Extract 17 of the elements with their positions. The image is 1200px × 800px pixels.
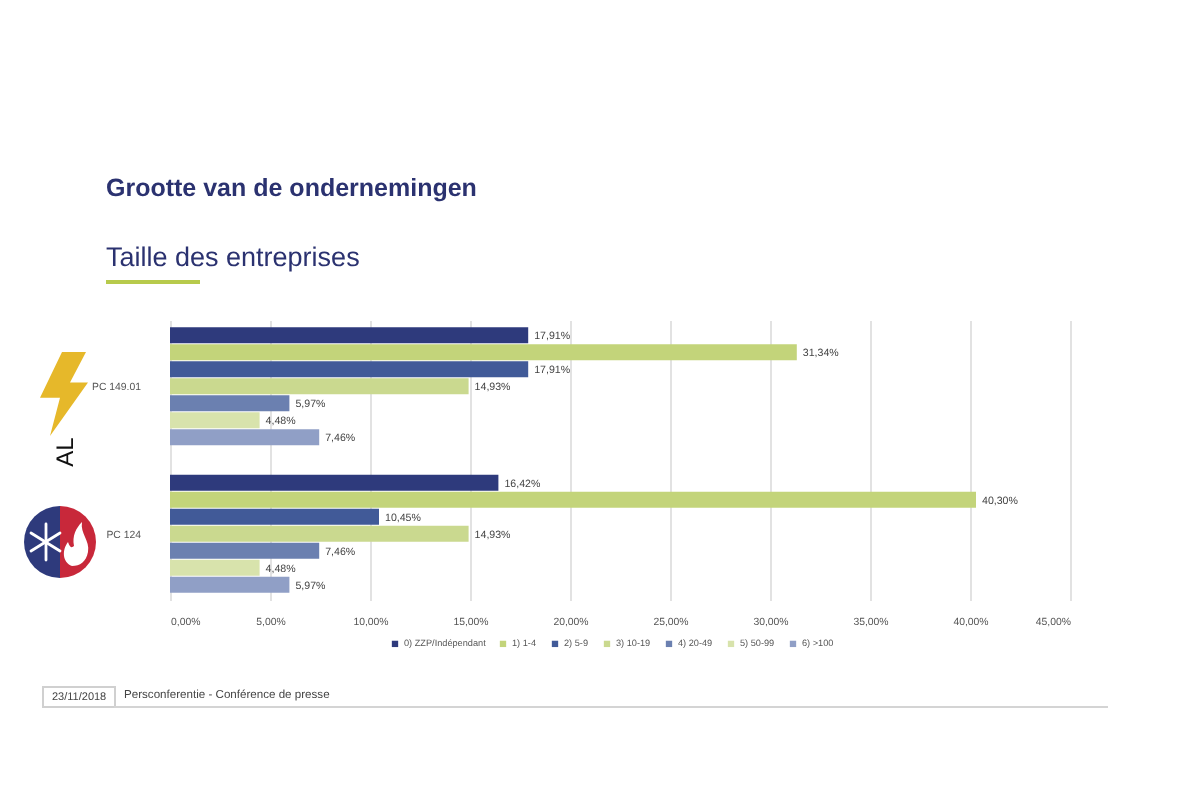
bar [170, 491, 976, 508]
text: AL [50, 437, 79, 467]
bar [170, 525, 469, 542]
bar [170, 576, 290, 593]
chart-subtitle: Taille des entreprises [106, 242, 360, 272]
chart-title: Grootte van de ondernemingen [106, 174, 477, 202]
bar [170, 508, 379, 525]
bar [170, 361, 529, 378]
bar [170, 344, 797, 361]
bar [170, 542, 320, 559]
bar [170, 327, 529, 344]
bar [170, 395, 290, 412]
bar [170, 474, 499, 491]
bar [170, 429, 320, 446]
bar [170, 412, 260, 429]
bar [170, 559, 260, 576]
bar [170, 378, 469, 395]
